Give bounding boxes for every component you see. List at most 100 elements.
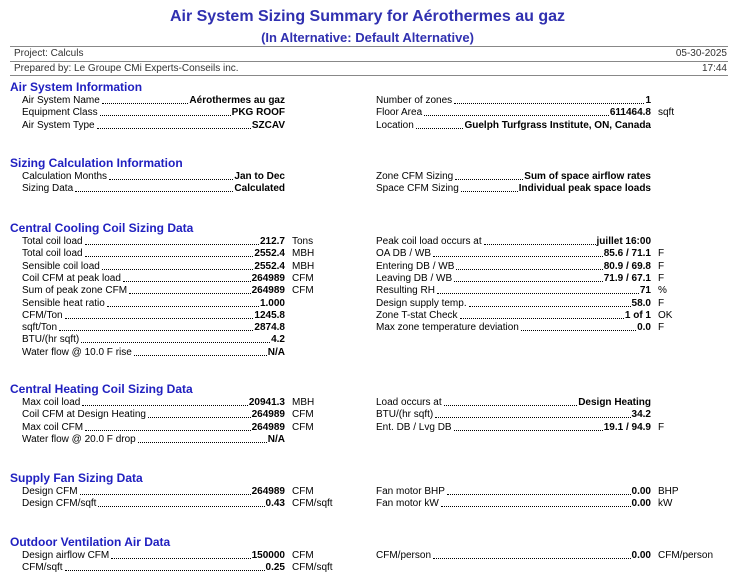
field-value: Calculated bbox=[234, 183, 285, 195]
field-unit: CFM/sqft bbox=[292, 498, 333, 510]
field-unit: Tons bbox=[292, 236, 314, 247]
leader-dots bbox=[520, 330, 637, 332]
field-value: 264989 bbox=[251, 272, 285, 284]
field-label: Equipment Class bbox=[22, 107, 98, 119]
field-value: 150000 bbox=[251, 550, 285, 561]
leader-dots bbox=[454, 280, 603, 282]
field-row: Number of zones 1 bbox=[376, 95, 651, 107]
field-value: 0.43 bbox=[265, 498, 285, 510]
field-label: Fan motor BHP bbox=[376, 486, 445, 497]
field-label: BTU/(hr sqft) bbox=[376, 409, 434, 421]
leader-dots bbox=[433, 256, 603, 258]
field-row: BTU/(hr sqft) 34.2 bbox=[376, 409, 651, 421]
field-value: 1 of 1 bbox=[624, 309, 651, 321]
field-value: 80.9 / 69.8 bbox=[603, 260, 651, 272]
field-value: 85.6 / 71.1 bbox=[603, 248, 651, 260]
field-label: Sensible coil load bbox=[22, 260, 100, 272]
leader-dots bbox=[443, 405, 578, 406]
field-row: Sizing Data Calculated bbox=[22, 183, 285, 195]
report-title: Air System Sizing Summary for Aérotherme… bbox=[169, 8, 566, 25]
field-unit: CFM bbox=[292, 421, 314, 433]
field-row: Zone T-stat Check 1 of 1 bbox=[376, 310, 651, 322]
field-unit: MBH bbox=[292, 260, 315, 272]
section-title: Outdoor Ventilation Air Data bbox=[10, 535, 171, 549]
field-row: Max coil CFM 264989 bbox=[22, 422, 285, 434]
field-row: Zone CFM Sizing Sum of space airflow rate… bbox=[376, 171, 651, 183]
field-label: Design supply temp. bbox=[376, 297, 467, 309]
leader-dots bbox=[81, 342, 271, 344]
field-label: Water flow @ 10.0 F rise bbox=[22, 346, 132, 358]
leader-dots bbox=[456, 268, 603, 270]
field-value: 58.0 bbox=[631, 297, 651, 309]
leader-dots bbox=[455, 179, 524, 180]
rule bbox=[10, 61, 728, 62]
field-label: CFM/person bbox=[376, 550, 432, 561]
leader-dots bbox=[101, 103, 189, 104]
field-label: CFM/sqft bbox=[22, 562, 63, 574]
leader-dots bbox=[454, 103, 645, 104]
field-value: 0.00 bbox=[631, 486, 651, 497]
field-label: Entering DB / WB bbox=[376, 260, 455, 272]
field-unit: OK bbox=[658, 309, 673, 321]
field-label: Air System Type bbox=[22, 119, 95, 131]
field-row: Ent. DB / Lvg DB 19.1 / 94.9 bbox=[376, 422, 651, 434]
field-label: Load occurs at bbox=[376, 397, 442, 408]
field-unit: % bbox=[658, 285, 667, 297]
leader-dots bbox=[109, 179, 234, 180]
field-label: Zone CFM Sizing bbox=[376, 171, 454, 182]
section-title: Air System Information bbox=[10, 80, 143, 94]
field-unit: F bbox=[658, 272, 665, 284]
field-unit: MBH bbox=[292, 248, 315, 260]
rule bbox=[10, 75, 728, 76]
field-value: N/A bbox=[267, 346, 285, 358]
field-label: Design CFM bbox=[22, 486, 78, 497]
leader-dots bbox=[440, 506, 631, 508]
field-label: Max coil load bbox=[22, 397, 81, 408]
field-value: juillet 16:00 bbox=[596, 236, 651, 247]
field-value: 71 bbox=[639, 285, 651, 297]
field-label: Ent. DB / Lvg DB bbox=[376, 421, 452, 433]
field-value: 2552.4 bbox=[254, 260, 285, 272]
field-row: Design CFM 264989 bbox=[22, 486, 285, 498]
leader-dots bbox=[147, 417, 251, 419]
field-unit: CFM bbox=[292, 409, 314, 421]
field-row: Load occurs at Design Heating bbox=[376, 397, 651, 409]
field-unit: F bbox=[658, 297, 665, 309]
field-value: Guelph Turfgrass Institute, ON, Canada bbox=[464, 119, 651, 131]
field-value: Aérothermes au gaz bbox=[189, 95, 285, 106]
field-unit: F bbox=[658, 322, 665, 334]
field-row: Calculation Months Jan to Dec bbox=[22, 171, 285, 183]
section-title: Central Heating Coil Sizing Data bbox=[10, 382, 193, 396]
field-value: 611464.8 bbox=[609, 107, 651, 119]
field-unit: F bbox=[658, 248, 665, 260]
field-label: BTU/(hr sqft) bbox=[22, 334, 80, 346]
date: 05-30-2025 bbox=[675, 48, 727, 59]
field-label: Design airflow CFM bbox=[22, 550, 110, 561]
field-unit: F bbox=[658, 260, 665, 272]
field-unit: CFM bbox=[292, 285, 314, 297]
field-row: Water flow @ 20.0 F drop N/A bbox=[22, 434, 285, 446]
field-row: Design supply temp. 58.0 bbox=[376, 298, 651, 310]
leader-dots bbox=[435, 417, 631, 419]
section-title: Supply Fan Sizing Data bbox=[10, 471, 143, 485]
leader-dots bbox=[96, 127, 251, 129]
field-value: 264989 bbox=[251, 285, 285, 297]
field-label: Floor Area bbox=[376, 107, 423, 119]
field-label: OA DB / WB bbox=[376, 248, 432, 260]
field-label: Coil CFM at peak load bbox=[22, 272, 121, 284]
field-value: Individual peak space loads bbox=[518, 183, 651, 195]
field-label: Peak coil load occurs at bbox=[376, 236, 482, 247]
field-value: 1.000 bbox=[259, 297, 285, 309]
field-row: BTU/(hr sqft) 4.2 bbox=[22, 334, 285, 346]
field-unit: CFM/sqft bbox=[292, 562, 333, 574]
field-label: Air System Name bbox=[22, 95, 100, 106]
field-row: sqft/Ton 2874.8 bbox=[22, 322, 285, 334]
field-label: Total coil load bbox=[22, 248, 83, 260]
field-unit: sqft bbox=[658, 107, 675, 119]
section-title: Sizing Calculation Information bbox=[10, 156, 183, 170]
leader-dots bbox=[415, 127, 464, 129]
field-value: 19.1 / 94.9 bbox=[603, 421, 651, 433]
field-label: CFM/Ton bbox=[22, 309, 63, 321]
field-label: Space CFM Sizing bbox=[376, 183, 459, 195]
